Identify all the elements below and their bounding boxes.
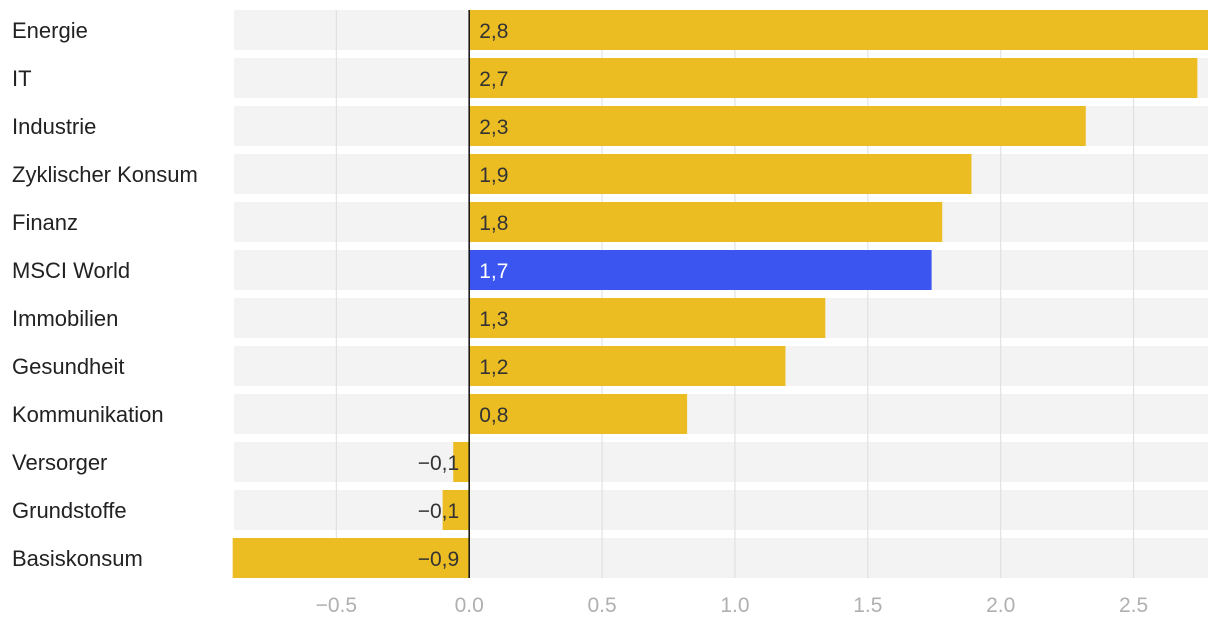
bar-finanz (469, 202, 943, 242)
category-label: Grundstoffe (12, 498, 127, 523)
category-labels: Energie IT Industrie Zyklischer Konsum Finan… (12, 18, 198, 571)
value-label: 2,3 (479, 116, 508, 139)
bar-industrie (469, 106, 1086, 146)
bar-it (469, 58, 1198, 98)
bar-msci-world (469, 250, 932, 290)
bar-immobilien (469, 298, 826, 338)
value-label: 1,3 (479, 308, 508, 331)
value-label: −0,1 (418, 452, 459, 475)
value-labels: 2,8 2,7 2,3 1,9 1,8 1,7 1,3 1,2 0,8 −0,1 −0,1 −0,9 (418, 20, 509, 571)
x-tick-label: 1.5 (853, 594, 882, 617)
value-label: 0,8 (479, 404, 508, 427)
bar-versorger (453, 442, 470, 482)
bar-grundstoffe (442, 490, 470, 530)
x-tick-label: 1.0 (720, 594, 749, 617)
category-label: Gesundheit (12, 354, 125, 379)
category-label: Versorger (12, 450, 107, 475)
bar-kommunikation (469, 394, 688, 434)
bar-track (234, 442, 1208, 482)
category-label: Zyklischer Konsum (12, 162, 198, 187)
category-label: Kommunikation (12, 402, 164, 427)
value-label: 1,7 (479, 260, 508, 283)
category-label: Basiskonsum (12, 546, 143, 571)
x-tick-label: 2.0 (986, 594, 1015, 617)
value-label: 2,8 (479, 20, 508, 43)
bar-track (234, 394, 1208, 434)
bar-zyklischer-konsum (469, 154, 972, 194)
value-label: −0,1 (418, 500, 459, 523)
value-label: 1,2 (479, 356, 508, 379)
value-label: 1,8 (479, 212, 508, 235)
gridlines (335, 10, 1135, 578)
value-label: 2,7 (479, 68, 508, 91)
x-axis-tick-labels: −0.5 0.0 0.5 1.0 1.5 2.0 2.5 (316, 594, 1149, 617)
value-label: −0,9 (418, 548, 459, 571)
bars (232, 10, 1209, 578)
category-label: Industrie (12, 114, 96, 139)
bar-gesundheit (469, 346, 786, 386)
category-label: Energie (12, 18, 88, 43)
x-tick-label: 2.5 (1119, 594, 1148, 617)
bar-track (234, 490, 1208, 530)
category-label: Immobilien (12, 306, 118, 331)
category-label: IT (12, 66, 32, 91)
category-label: MSCI World (12, 258, 130, 283)
value-label: 1,9 (479, 164, 508, 187)
bar-basiskonsum (232, 538, 470, 578)
x-tick-label: 0.5 (587, 594, 616, 617)
x-tick-label: 0.0 (455, 594, 484, 617)
category-label: Finanz (12, 210, 78, 235)
bar-energie (469, 10, 1209, 50)
x-tick-label: −0.5 (316, 594, 357, 617)
